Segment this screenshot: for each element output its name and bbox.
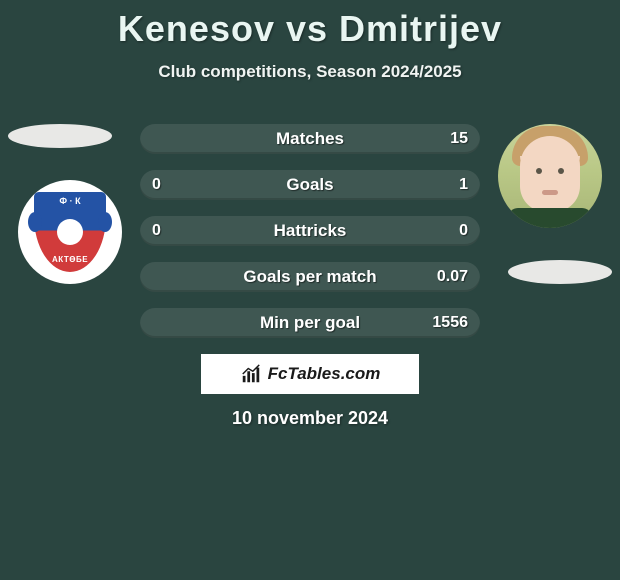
stat-right-value: 1 [459,170,468,200]
avatar-face [520,136,580,212]
page-title: Kenesov vs Dmitrijev [0,0,620,50]
left-base-ellipse [8,124,112,148]
left-player-avatar: Ф · К АКТӨБЕ [18,180,122,284]
club-top-text: Ф · К [38,196,102,214]
stat-right-value: 0 [459,216,468,246]
stat-label: Hattricks [140,216,480,246]
club-bottom-text: АКТӨБЕ [52,255,88,264]
stat-right-value: 15 [450,124,468,154]
avatar-eye [536,168,542,174]
right-player-avatar [498,124,602,228]
stat-row: Matches 15 [140,124,480,154]
avatar-mouth [542,190,558,195]
stat-right-value: 0.07 [437,262,468,292]
bar-chart-icon [240,363,262,385]
stat-row: Min per goal 1556 [140,308,480,338]
stats-table: Matches 15 0 Goals 1 0 Hattricks 0 Goals… [140,124,480,354]
brand-badge: FcTables.com [201,354,419,394]
avatar-jersey [508,208,592,228]
page-subtitle: Club competitions, Season 2024/2025 [0,62,620,82]
club-shield-icon: Ф · К АКТӨБЕ [31,189,109,275]
stat-label: Goals per match [140,262,480,292]
right-base-ellipse [508,260,612,284]
stat-row: 0 Hattricks 0 [140,216,480,246]
stat-row: 0 Goals 1 [140,170,480,200]
avatar-eye [558,168,564,174]
stat-label: Min per goal [140,308,480,338]
stat-right-value: 1556 [432,308,468,338]
stat-row: Goals per match 0.07 [140,262,480,292]
stat-label: Goals [140,170,480,200]
football-icon [57,219,83,245]
stat-label: Matches [140,124,480,154]
brand-text: FcTables.com [268,364,381,384]
snapshot-date: 10 november 2024 [0,408,620,429]
